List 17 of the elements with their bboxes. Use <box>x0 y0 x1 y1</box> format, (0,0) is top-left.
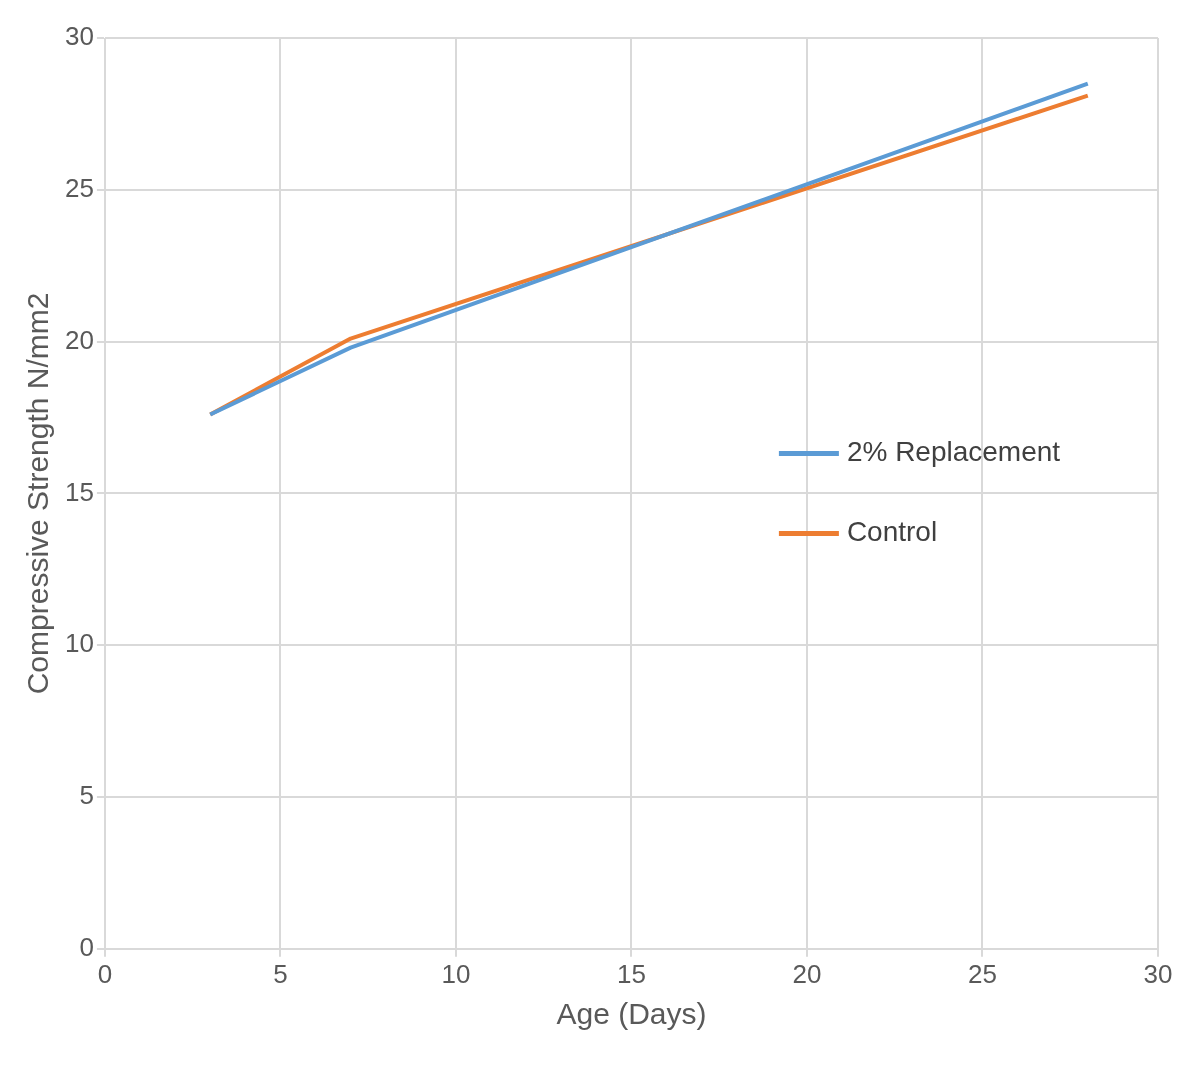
y-tick-label: 15 <box>65 476 94 507</box>
y-tick-label: 5 <box>79 780 94 811</box>
x-tick-label: 30 <box>1143 958 1173 989</box>
x-axis-title: Age (Days) <box>556 997 707 1031</box>
y-tick-label: 10 <box>65 628 94 659</box>
y-tick-label: 0 <box>79 931 94 962</box>
y-tick-label: 25 <box>65 172 94 203</box>
x-tick-label: 20 <box>792 958 822 989</box>
y-tick-label: 20 <box>65 324 94 355</box>
legend-label: 2% Replacement <box>846 436 1061 468</box>
x-tick-label: 25 <box>968 958 997 989</box>
x-tick-label: 5 <box>273 958 288 989</box>
y-axis-title: Compressive Strength N/mm2 <box>21 292 55 695</box>
legend-label: Control <box>846 516 938 548</box>
x-tick-label: 15 <box>617 958 646 989</box>
x-tick-label: 10 <box>441 958 471 989</box>
y-tick-label: 30 <box>65 21 94 52</box>
